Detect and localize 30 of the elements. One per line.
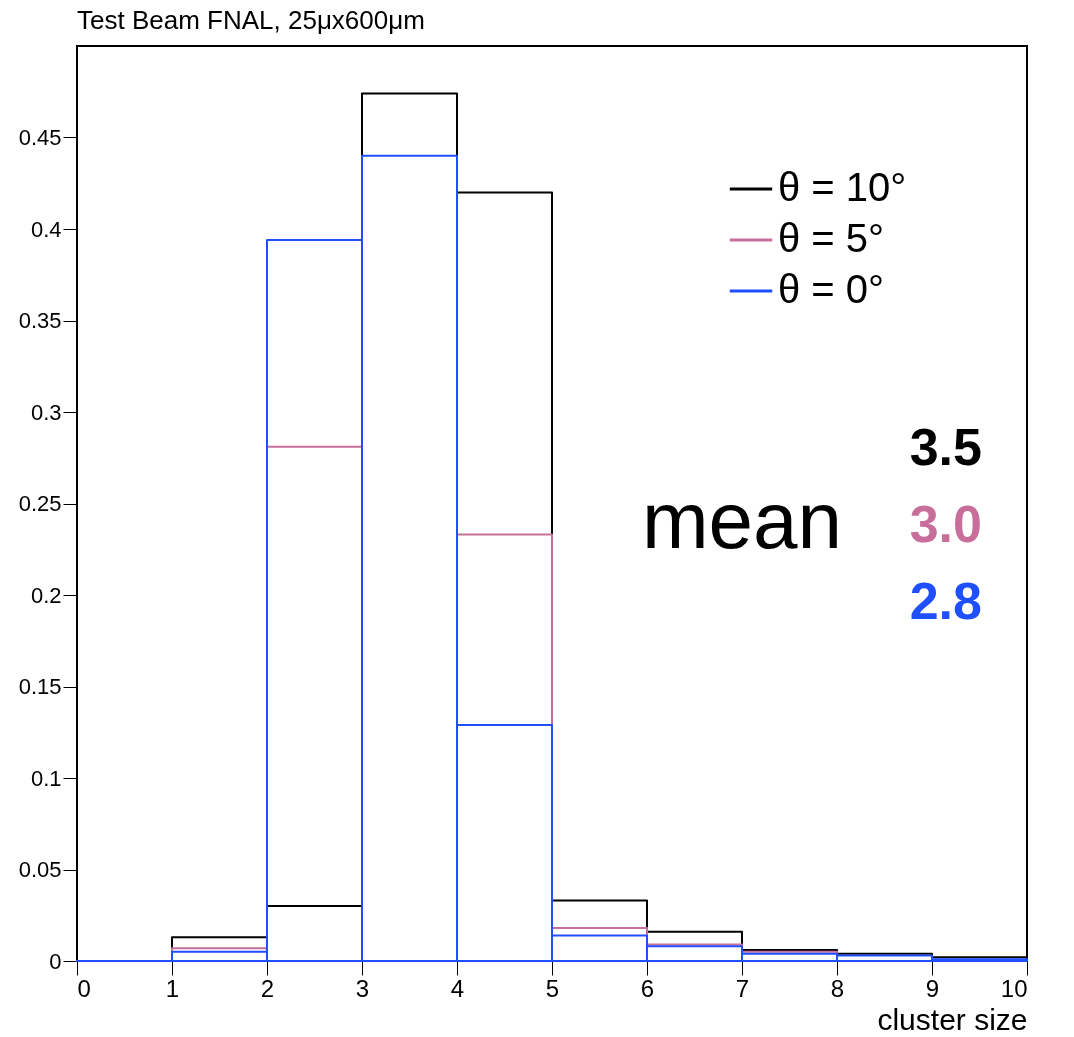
y-tick-label: 0.35: [18, 308, 62, 333]
x-axis-title: cluster size: [877, 1002, 1028, 1036]
y-tick-label: 0.45: [18, 125, 62, 150]
x-tick-label: 4: [450, 974, 465, 1002]
annotation: mean: [641, 476, 842, 565]
y-tick-label: 0.25: [18, 491, 62, 516]
x-tick-label: 0: [77, 974, 91, 1002]
y-tick-label: 0.15: [18, 674, 62, 699]
annotation: 3.0: [909, 495, 982, 553]
x-tick-label: 5: [545, 974, 560, 1002]
y-tick-label: 0: [49, 948, 62, 974]
x-tick-label: 1: [165, 974, 180, 1002]
x-tick-label: 9: [925, 974, 940, 1002]
annotation: 3.5: [909, 418, 982, 476]
y-tick-label: 0.3: [30, 399, 62, 425]
y-tick-label: 0.05: [18, 857, 62, 882]
x-tick-label: 2: [260, 974, 275, 1002]
x-tick-label: 10: [1000, 974, 1028, 1002]
chart-title: Test Beam FNAL, 25μx600μm: [77, 5, 425, 35]
annotation: 2.8: [909, 572, 982, 630]
x-tick-label: 8: [830, 974, 845, 1002]
x-tick-label: 7: [735, 974, 750, 1002]
y-tick-label: 0.1: [30, 765, 62, 791]
y-tick-label: 0.2: [30, 582, 62, 608]
legend-label: θ = 10°: [778, 165, 907, 209]
x-tick-label: 6: [640, 974, 655, 1002]
legend-label: θ = 0°: [778, 267, 885, 311]
legend-label: θ = 5°: [778, 216, 885, 260]
x-tick-label: 3: [355, 974, 370, 1002]
y-tick-label: 0.4: [30, 216, 62, 242]
